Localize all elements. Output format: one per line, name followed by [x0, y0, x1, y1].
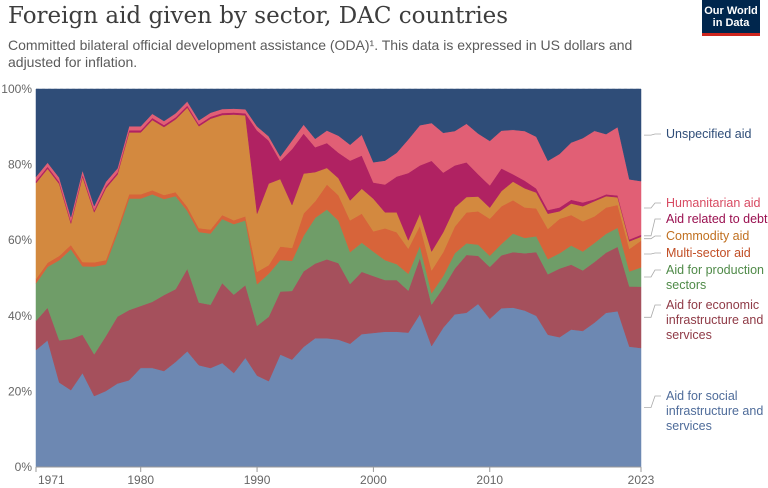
- legend-label-production[interactable]: Aid for production sectors: [666, 263, 764, 292]
- axes: 0% 20% 40% 60% 80% 100% 1971 1980 1990 2000 2010 20…: [1, 82, 654, 487]
- x-tick-label: 1990: [244, 473, 271, 487]
- y-tick-label: 20%: [8, 384, 32, 398]
- x-tick-label: 2010: [476, 473, 503, 487]
- legend-connector: [644, 252, 661, 255]
- chart-subtitle: Committed bilateral official development…: [8, 37, 633, 70]
- y-tick-label: 40%: [8, 309, 32, 323]
- legend-connector: [644, 395, 661, 408]
- legend-connector: [644, 218, 661, 237]
- logo-line-2: in Data: [712, 17, 750, 29]
- chart-title: Foreign aid given by sector, DAC countri…: [8, 3, 509, 29]
- y-tick-label: 80%: [8, 158, 32, 172]
- legend-connector: [644, 202, 661, 209]
- x-tick-label: 2000: [360, 473, 387, 487]
- y-tick-label: 100%: [1, 82, 32, 96]
- legend[interactable]: Aid for social infrastructure and services…: [644, 127, 768, 433]
- y-tick-label: 0%: [15, 460, 33, 474]
- area-unspecified[interactable]: [35, 88, 642, 219]
- legend-label-multi[interactable]: Multi-sector aid: [666, 246, 751, 260]
- legend-connector: [644, 133, 661, 136]
- area-layers[interactable]: [35, 88, 642, 468]
- legend-label-debt[interactable]: Aid related to debt: [666, 212, 768, 226]
- legend-label-unspecified[interactable]: Unspecified aid: [666, 127, 752, 141]
- y-tick-label: 60%: [8, 233, 32, 247]
- legend-label-economic[interactable]: Aid for economic infrastructure and servic…: [666, 298, 763, 342]
- legend-connector: [644, 235, 661, 240]
- legend-label-commodity[interactable]: Commodity aid: [666, 229, 749, 243]
- x-tick-label: 2023: [628, 473, 655, 487]
- legend-label-humanitarian[interactable]: Humanitarian aid: [666, 196, 761, 210]
- owid-logo[interactable]: Our World in Data: [702, 0, 760, 36]
- logo-line-1: Our World: [704, 5, 758, 17]
- legend-connector: [644, 269, 661, 278]
- x-tick-label: 1971: [38, 473, 65, 487]
- legend-label-social[interactable]: Aid for social infrastructure and services: [666, 389, 763, 433]
- legend-connector: [644, 304, 661, 318]
- x-tick-label: 1980: [127, 473, 154, 487]
